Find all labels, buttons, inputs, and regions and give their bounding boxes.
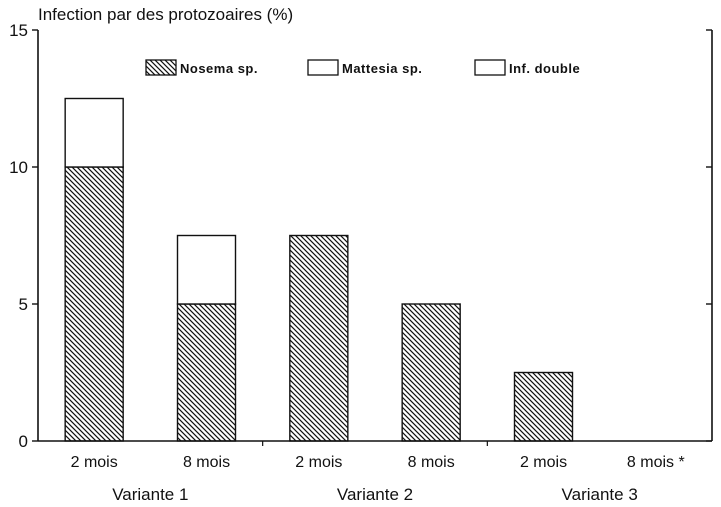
group-label: Variante 3 <box>562 485 638 504</box>
y-axis-title: Infection par des protozoaires (%) <box>38 5 293 24</box>
bar-segment <box>64 166 124 442</box>
legend-label: Inf. double <box>509 61 580 76</box>
bar-segment <box>64 97 124 168</box>
group-label: Variante 2 <box>337 485 413 504</box>
x-tick-label: 2 mois <box>71 454 118 471</box>
legend: Nosema sp. Mattesia sp. Inf. double <box>145 59 580 76</box>
bar-segment <box>513 371 574 442</box>
legend-swatch <box>307 59 339 76</box>
y-tick-label: 10 <box>9 158 28 177</box>
bar-segment <box>176 234 237 305</box>
y-tick-label: 0 <box>19 432 28 451</box>
legend-label: Nosema sp. <box>180 61 258 76</box>
plot-area <box>64 97 574 442</box>
y-tick-label: 15 <box>9 21 28 40</box>
bar-segment <box>289 234 349 442</box>
legend-swatch <box>145 59 177 76</box>
x-tick-label: 8 mois <box>183 454 230 471</box>
x-tick-label: 8 mois * <box>627 454 685 471</box>
x-tick-label: 2 mois <box>295 454 342 471</box>
bar-segment <box>176 303 237 442</box>
x-tick-label: 8 mois <box>408 454 455 471</box>
legend-swatch <box>474 59 506 76</box>
y-tick-label: 5 <box>19 295 28 314</box>
axis-labels: 0 5 10 15 2 mois 8 mois 2 mois 8 mois 2 mois 8 mo… <box>9 21 685 504</box>
legend-label: Mattesia sp. <box>342 61 422 76</box>
x-tick-label: 2 mois <box>520 454 567 471</box>
axes <box>32 29 713 446</box>
bar-segment <box>401 303 461 442</box>
group-label: Variante 1 <box>112 485 188 504</box>
